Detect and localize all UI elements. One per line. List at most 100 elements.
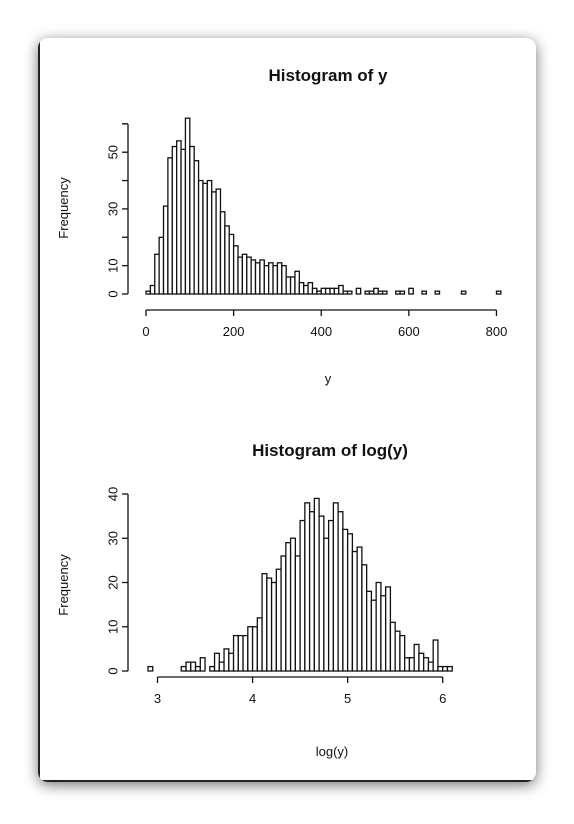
y-axis-label: Frequency [56,177,71,239]
histogram-bar [211,191,217,295]
histogram-bar [399,290,406,295]
histogram-bar [256,617,263,672]
histogram-bar [190,661,197,672]
histogram-bar [247,626,254,672]
histogram-bar [373,287,379,295]
histogram-bar [289,537,297,672]
histogram-bar [223,648,230,672]
histogram-bar [215,188,222,295]
chart-histogram-y: Histogram of y Frequency y 0 200 400 600 800… [56,66,507,386]
histogram-bar [364,290,371,295]
histogram-bar [361,564,368,672]
histogram-bar [298,282,305,295]
histogram-bar [197,179,204,295]
histogram-bar [232,634,239,672]
histogram-bar [176,140,182,295]
x-tick-label: 200 [223,324,245,339]
histogram-bar [299,519,306,672]
histogram-bar [423,657,430,672]
histogram-bar [313,497,320,672]
histogram-bar [375,581,382,672]
histogram-bar [495,290,502,295]
histogram-bar [327,519,335,672]
histogram-bar [180,665,187,672]
x-tick-label: 400 [310,324,332,339]
histogram-bar [145,290,152,295]
histogram-bar [276,262,283,295]
histogram-bar [389,621,396,672]
histogram-bar [311,287,318,295]
histogram-bar [329,287,336,295]
histogram-bar [307,282,314,295]
histogram-bar [184,117,191,295]
histogram-bar [427,661,434,672]
histogram-bar [147,665,154,672]
histogram-bar [189,145,195,295]
histogram-bar [259,259,265,295]
x-tick-label: 800 [486,324,508,339]
histogram-bar [250,259,257,295]
histogram-bar [332,502,339,672]
histogram-bar [232,245,239,295]
histogram-bar [285,276,292,295]
histogram-bar [237,634,244,672]
histogram-bar [167,157,173,295]
histogram-bar [270,581,277,672]
histogram-bar [218,661,225,672]
y-tick-label: 10 [105,258,120,272]
histogram-bar [394,630,401,672]
histogram-bar [346,533,354,672]
histogram-bar [251,626,258,672]
histogram-bar [342,528,349,672]
x-tick-label: 6 [439,691,446,706]
histogram-bar [351,550,358,672]
histogram-bar [408,657,415,672]
y-tick-label: 30 [105,202,120,216]
histogram-bar [171,145,178,295]
histogram-bar [442,665,449,672]
histogram-bar [263,264,270,295]
histogram-bar [193,160,200,295]
histogram-bar [294,555,301,672]
y-tick-label: 50 [105,145,120,159]
histogram-bar [320,287,327,295]
histogram-bar [281,264,287,295]
x-tick-label: 600 [398,324,420,339]
histogram-bar [437,665,444,672]
histogram-bar [162,205,169,295]
histogram-bar [346,290,353,295]
histogram-bar [308,511,316,672]
histogram-bar [303,284,309,295]
chart-title: Histogram of y [268,66,388,85]
histogram-bar [202,182,208,295]
histogram-bar [199,657,206,672]
histogram-bar [180,148,187,295]
histogram-bar [377,290,384,295]
histogram-bar [280,555,287,672]
histogram-bar [368,290,375,295]
histogram-bar [356,546,363,672]
bars-group [147,497,453,672]
histogram-bar [421,290,428,295]
histogram-bar [304,502,311,672]
histogram-bar [338,284,344,295]
chart-histogram-log-y: Histogram of log(y) Frequency log(y) 3 4 5… [56,441,453,759]
histogram-bar [154,253,160,295]
histogram-bar [413,643,420,672]
bars-group [145,117,502,295]
y-axis-label: Frequency [56,554,71,616]
histogram-bar [289,276,296,295]
x-tick-label: 0 [142,324,149,339]
x-axis-label: y [325,371,332,386]
histogram-bar [395,290,401,295]
histogram-bar [228,233,235,295]
histogram-bar [318,515,325,672]
x-axis: 0 200 400 600 800 [142,309,508,339]
histogram-bar [323,537,330,672]
histogram-bar [342,290,349,295]
x-tick-label: 4 [249,691,256,706]
histogram-bar [446,665,453,672]
histogram-bar [209,665,216,672]
histogram-bar [149,284,156,295]
histogram-bar [206,179,213,295]
